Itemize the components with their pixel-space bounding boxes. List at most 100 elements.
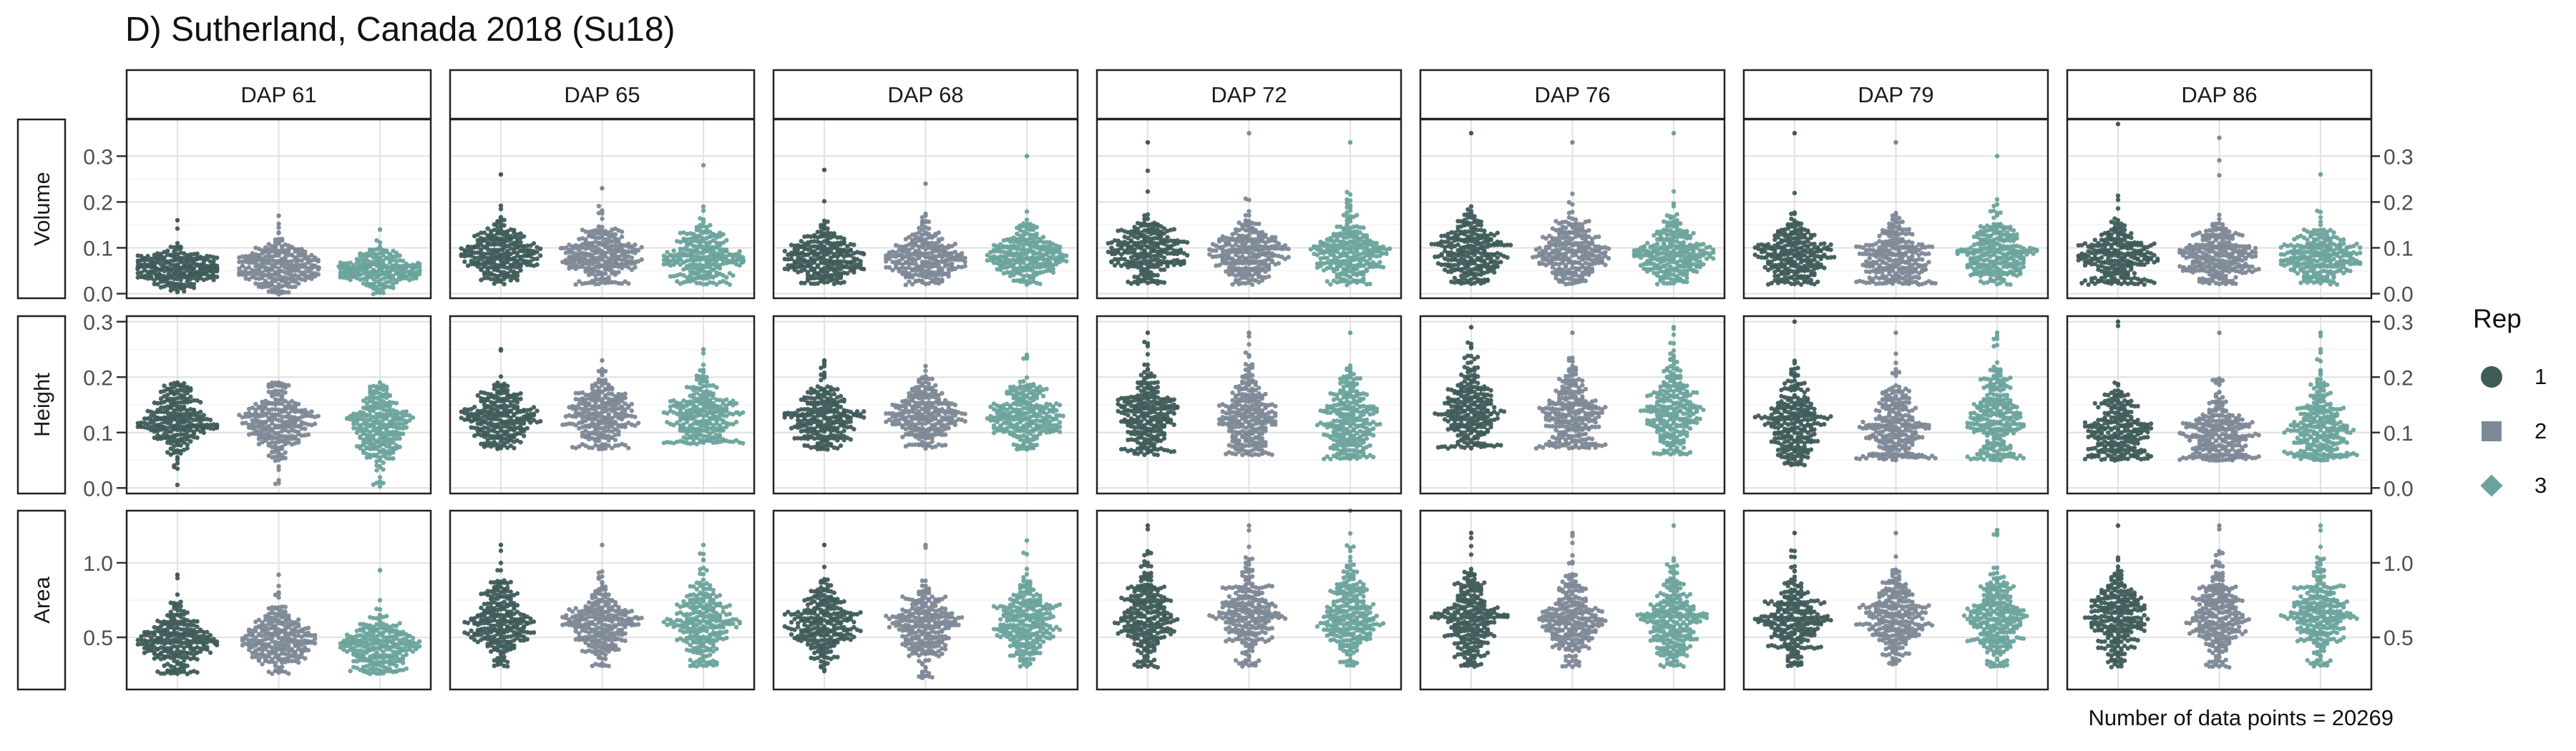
data-point-rep-2	[936, 230, 942, 235]
data-point-rep-3	[1318, 256, 1323, 261]
data-point-rep-2	[1566, 200, 1572, 205]
data-point-rep-3	[991, 260, 997, 265]
data-point-rep-3	[1355, 253, 1360, 258]
data-point-rep-3	[1331, 231, 1337, 237]
data-point-rep-1	[168, 280, 173, 285]
data-point-rep-3	[1040, 255, 1045, 261]
data-point-rep-3	[364, 283, 369, 288]
data-point-rep-3	[1015, 225, 1020, 230]
facet-label: DAP 79	[1858, 82, 1933, 107]
data-point-rep-3	[414, 275, 419, 281]
data-point-rep-3	[2021, 260, 2026, 265]
data-point-rep-3	[675, 252, 680, 257]
data-point-rep-2	[567, 242, 572, 247]
data-point-rep-3	[717, 265, 723, 271]
data-point-rep-2	[1540, 257, 1546, 262]
data-point-rep-2	[309, 276, 314, 281]
data-point-rep-1	[475, 232, 480, 237]
data-point-rep-3	[1351, 267, 1356, 273]
data-point-rep-2	[316, 265, 321, 270]
data-point-rep-2	[1877, 233, 1882, 239]
data-point-rep-3	[407, 270, 413, 275]
data-point-rep-2	[1276, 241, 1282, 247]
data-point-rep-2	[316, 259, 321, 264]
data-point-rep-2	[1286, 255, 1291, 260]
data-point-rep-3	[387, 279, 393, 285]
data-point-rep-3	[364, 272, 369, 277]
data-point-rep-1	[525, 253, 530, 258]
data-point-rep-2	[1877, 239, 1882, 244]
chart-title: D) Sutherland, Canada 2018 (Su18)	[125, 11, 675, 49]
data-point-rep-2	[1537, 260, 1542, 265]
data-point-rep-3	[1711, 256, 1716, 261]
panel	[125, 118, 432, 300]
data-point-rep-2	[1240, 222, 1245, 227]
data-point-rep-1	[1472, 214, 1477, 219]
data-point-rep-2	[306, 255, 311, 260]
panel	[2066, 118, 2373, 300]
data-point-rep-2	[1207, 247, 1212, 252]
data-point-rep-3	[997, 258, 1002, 263]
data-point-rep-2	[1282, 242, 1288, 248]
data-point-rep-3	[707, 257, 712, 262]
data-point-rep-3	[671, 255, 676, 261]
data-point-rep-1	[158, 262, 164, 267]
data-point-rep-3	[1678, 221, 1683, 226]
data-point-rep-1	[825, 230, 830, 235]
data-point-rep-1	[189, 273, 194, 278]
data-point-rep-2	[1249, 225, 1255, 230]
data-point-rep-1	[1765, 282, 1771, 287]
data-point-rep-2	[909, 232, 915, 237]
data-point-rep-2	[1207, 252, 1212, 257]
data-point-rep-2	[276, 213, 281, 218]
data-point-rep-1	[1775, 229, 1781, 234]
data-point-rep-3	[1988, 209, 1994, 214]
data-point-rep-1	[825, 219, 830, 225]
data-point-rep-1	[142, 267, 147, 273]
facet-strip-column: DAP 79	[1742, 69, 2049, 120]
data-point-rep-3	[717, 242, 723, 248]
data-point-rep-2	[596, 210, 602, 216]
data-point-rep-3	[1652, 270, 1657, 275]
data-point-rep-2	[1893, 210, 1898, 216]
data-point-rep-3	[387, 252, 393, 257]
data-point-rep-3	[1001, 270, 1007, 276]
data-point-rep-2	[1873, 254, 1879, 259]
data-point-rep-2	[1586, 272, 1591, 278]
data-point-rep-3	[2011, 227, 2016, 233]
data-point-rep-1	[1109, 260, 1114, 265]
data-point-rep-2	[1860, 262, 1865, 267]
data-point-rep-1	[792, 247, 797, 252]
data-point-rep-2	[303, 249, 308, 255]
data-point-rep-3	[1355, 212, 1360, 218]
data-point-rep-2	[1233, 227, 1239, 232]
data-point-rep-3	[391, 254, 396, 259]
data-point-rep-3	[1057, 244, 1063, 250]
data-point-rep-1	[502, 282, 507, 287]
data-point-rep-3	[364, 257, 369, 263]
data-point-rep-3	[995, 267, 1000, 272]
data-point-rep-2	[629, 255, 635, 260]
data-point-rep-3	[2008, 282, 2013, 287]
data-point-rep-3	[1691, 230, 1696, 236]
data-point-rep-1	[1759, 250, 1765, 255]
data-point-rep-2	[1547, 240, 1552, 245]
data-point-rep-1	[1808, 278, 1814, 283]
data-point-rep-2	[296, 281, 301, 286]
data-point-rep-1	[185, 279, 190, 284]
data-point-rep-1	[165, 276, 170, 282]
data-point-rep-3	[1040, 235, 1046, 240]
data-point-rep-2	[289, 259, 295, 264]
data-point-rep-3	[694, 225, 700, 230]
data-point-rep-2	[1553, 219, 1558, 224]
data-point-rep-2	[1266, 274, 1272, 279]
data-point-rep-1	[2115, 197, 2121, 202]
data-point-rep-1	[1112, 262, 1118, 268]
data-point-rep-2	[600, 208, 605, 213]
data-point-rep-3	[384, 284, 389, 289]
data-point-rep-3	[1345, 197, 1350, 202]
data-point-rep-1	[479, 278, 484, 283]
y-tick-label: 0.0	[83, 283, 113, 307]
data-point-rep-2	[1210, 242, 1216, 247]
data-point-rep-3	[1024, 217, 1030, 222]
